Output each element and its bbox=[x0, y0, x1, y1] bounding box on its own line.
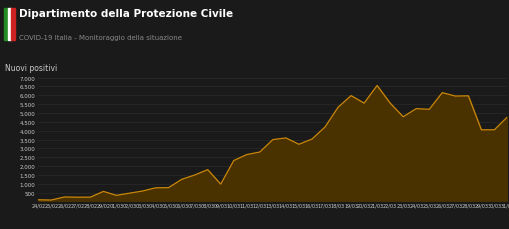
Text: Dipartimento della Protezione Civile: Dipartimento della Protezione Civile bbox=[19, 9, 233, 19]
Text: COVID-19 Italia - Monitoraggio della situazione: COVID-19 Italia - Monitoraggio della sit… bbox=[19, 35, 182, 41]
Bar bbox=[8, 9, 11, 41]
Text: Nuovi positivi: Nuovi positivi bbox=[5, 64, 57, 73]
Bar bbox=[11, 9, 15, 41]
Bar bbox=[4, 9, 8, 41]
